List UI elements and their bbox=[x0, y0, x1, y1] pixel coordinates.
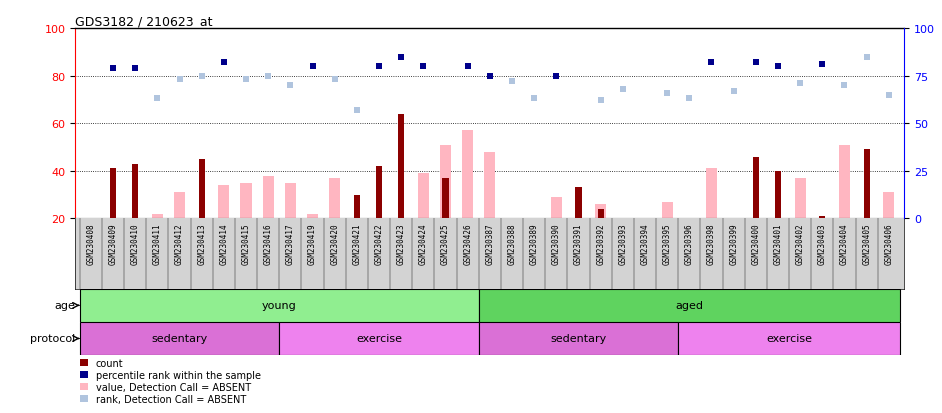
Bar bbox=[354, 195, 360, 219]
Text: age: age bbox=[55, 301, 75, 311]
Text: GSM230405: GSM230405 bbox=[862, 222, 871, 264]
Text: GSM230423: GSM230423 bbox=[397, 222, 406, 264]
Text: GDS3182 / 210623_at: GDS3182 / 210623_at bbox=[75, 15, 213, 28]
Bar bbox=[174, 193, 185, 219]
Text: young: young bbox=[262, 301, 297, 311]
Bar bbox=[820, 216, 825, 219]
Bar bbox=[279, 322, 479, 355]
Text: GSM230388: GSM230388 bbox=[508, 222, 516, 264]
Text: GSM230411: GSM230411 bbox=[153, 222, 162, 264]
Text: sedentary: sedentary bbox=[550, 334, 607, 344]
Text: GSM230424: GSM230424 bbox=[419, 222, 428, 264]
Text: GSM230399: GSM230399 bbox=[729, 222, 739, 264]
Text: GSM230406: GSM230406 bbox=[885, 222, 893, 264]
Bar bbox=[110, 169, 116, 219]
Text: GSM230400: GSM230400 bbox=[752, 222, 760, 264]
Text: protocol: protocol bbox=[30, 334, 75, 344]
Bar bbox=[418, 174, 429, 219]
Text: GSM230396: GSM230396 bbox=[685, 222, 694, 264]
Text: GSM230394: GSM230394 bbox=[641, 222, 649, 264]
Bar bbox=[376, 166, 382, 219]
Text: GSM230395: GSM230395 bbox=[662, 222, 672, 264]
Text: GSM230408: GSM230408 bbox=[87, 222, 95, 264]
Bar bbox=[864, 150, 869, 219]
Text: GSM230422: GSM230422 bbox=[375, 222, 383, 264]
Bar bbox=[484, 152, 495, 219]
Text: GSM230420: GSM230420 bbox=[331, 222, 339, 264]
Bar bbox=[440, 145, 451, 219]
Bar bbox=[597, 209, 604, 219]
Text: GSM230390: GSM230390 bbox=[552, 222, 560, 264]
Text: exercise: exercise bbox=[356, 334, 402, 344]
Bar bbox=[678, 322, 900, 355]
Text: GSM230392: GSM230392 bbox=[596, 222, 605, 264]
Text: sedentary: sedentary bbox=[152, 334, 207, 344]
Legend: count, percentile rank within the sample, value, Detection Call = ABSENT, rank, : count, percentile rank within the sample… bbox=[80, 358, 261, 404]
Bar bbox=[329, 178, 340, 219]
Bar bbox=[661, 202, 673, 219]
Text: GSM230398: GSM230398 bbox=[707, 222, 716, 264]
Text: GSM230393: GSM230393 bbox=[618, 222, 627, 264]
Bar bbox=[884, 193, 894, 219]
Bar bbox=[284, 183, 296, 219]
Bar bbox=[152, 214, 163, 219]
Text: GSM230425: GSM230425 bbox=[441, 222, 450, 264]
Bar bbox=[463, 131, 473, 219]
Bar bbox=[240, 183, 252, 219]
Text: GSM230413: GSM230413 bbox=[197, 222, 206, 264]
Text: exercise: exercise bbox=[766, 334, 812, 344]
Bar bbox=[307, 214, 318, 219]
Text: GSM230416: GSM230416 bbox=[264, 222, 272, 264]
Text: GSM230415: GSM230415 bbox=[241, 222, 251, 264]
Bar bbox=[775, 171, 781, 219]
Bar bbox=[706, 169, 717, 219]
Bar bbox=[795, 178, 805, 219]
Bar bbox=[132, 164, 138, 219]
Bar bbox=[595, 205, 607, 219]
Bar bbox=[753, 157, 759, 219]
Bar bbox=[80, 289, 479, 322]
Text: GSM230402: GSM230402 bbox=[796, 222, 804, 264]
Text: GSM230426: GSM230426 bbox=[463, 222, 472, 264]
Bar bbox=[839, 145, 850, 219]
Bar bbox=[479, 322, 678, 355]
Bar bbox=[443, 178, 448, 219]
Text: GSM230409: GSM230409 bbox=[108, 222, 118, 264]
Text: GSM230389: GSM230389 bbox=[529, 222, 539, 264]
Text: GSM230414: GSM230414 bbox=[219, 222, 228, 264]
Bar bbox=[551, 197, 561, 219]
Text: GSM230417: GSM230417 bbox=[285, 222, 295, 264]
Text: GSM230403: GSM230403 bbox=[818, 222, 827, 264]
Text: GSM230391: GSM230391 bbox=[574, 222, 583, 264]
Bar bbox=[263, 176, 274, 219]
Bar bbox=[199, 159, 204, 219]
Text: GSM230421: GSM230421 bbox=[352, 222, 362, 264]
Text: GSM230410: GSM230410 bbox=[131, 222, 139, 264]
Text: GSM230412: GSM230412 bbox=[175, 222, 184, 264]
Text: aged: aged bbox=[675, 301, 704, 311]
Bar bbox=[219, 186, 230, 219]
Bar bbox=[576, 188, 581, 219]
Text: GSM230401: GSM230401 bbox=[773, 222, 783, 264]
Text: GSM230387: GSM230387 bbox=[485, 222, 495, 264]
Bar bbox=[80, 322, 279, 355]
Text: GSM230404: GSM230404 bbox=[840, 222, 849, 264]
Text: GSM230419: GSM230419 bbox=[308, 222, 317, 264]
Bar bbox=[398, 114, 404, 219]
Bar bbox=[479, 289, 900, 322]
